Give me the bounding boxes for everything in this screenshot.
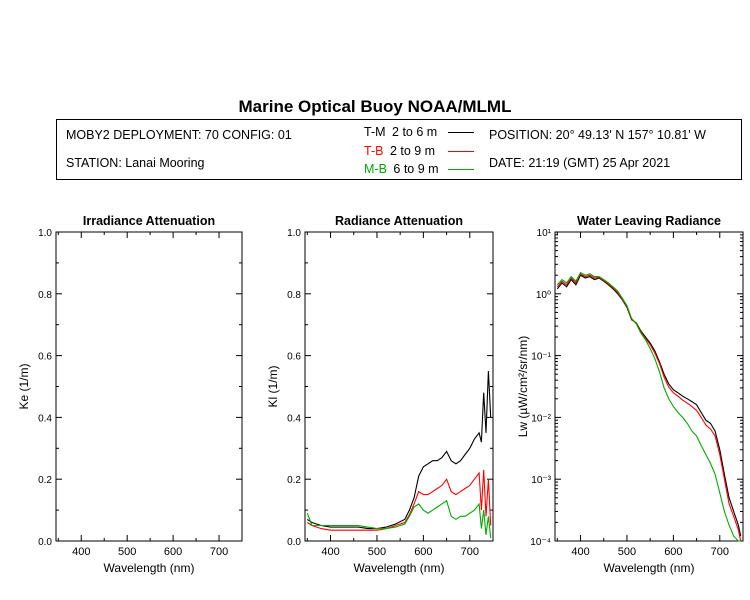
x-tick-label: 500 (118, 546, 136, 558)
y-tick-label: 0.6 (287, 352, 301, 363)
chart-title: Irradiance Attenuation (83, 214, 215, 228)
y-tick-label: 0.8 (38, 290, 52, 301)
series-line-t-m (556, 274, 742, 537)
y-axis-label: Lw (µW/cm²/sr/nm) (516, 336, 530, 438)
x-tick-label: 700 (461, 546, 479, 558)
y-tick-label: 10⁻¹ (531, 352, 551, 363)
series-line-t-m (306, 370, 492, 530)
x-tick-label: 600 (664, 546, 682, 558)
y-tick-label: 0.0 (38, 537, 52, 548)
legend-line-t-b (448, 151, 474, 152)
y-tick-label: 0.0 (287, 537, 301, 548)
legend-range: 6 to 9 m (393, 162, 439, 176)
legend-code: M-B (364, 162, 387, 176)
legend-line-m-b (448, 169, 474, 170)
legend-range: 2 to 6 m (392, 125, 438, 139)
legend-entry-m-b: M-B 6 to 9 m (364, 162, 439, 176)
x-tick-label: 600 (414, 546, 432, 558)
series-line-m-b (306, 499, 492, 538)
x-tick-label: 400 (571, 546, 589, 558)
station-text: STATION: Lanai Mooring (66, 156, 205, 170)
y-tick-label: 0.4 (38, 413, 52, 424)
x-tick-label: 400 (72, 546, 90, 558)
x-tick-label: 500 (368, 546, 386, 558)
y-tick-label: 10⁻² (531, 413, 551, 424)
y-tick-label: 0.2 (287, 475, 301, 486)
x-axis-label: Wavelength (nm) (104, 561, 195, 575)
series-line-t-b (556, 273, 742, 542)
series-line-t-b (307, 469, 492, 531)
plot-frame (304, 231, 494, 542)
legend-entry-t-m: T-M 2 to 6 m (364, 125, 437, 139)
x-axis-label: Wavelength (nm) (354, 561, 445, 575)
legend-range: 2 to 9 m (389, 144, 436, 158)
y-tick-label: 0.4 (287, 413, 301, 424)
chart-title: Radiance Attenuation (335, 214, 463, 228)
info-box: MOBY2 DEPLOYMENT: 70 CONFIG: 01 STATION:… (56, 119, 742, 180)
legend-code: T-M (364, 125, 386, 139)
deployment-text: MOBY2 DEPLOYMENT: 70 CONFIG: 01 (66, 128, 292, 142)
legend-code: T-B (364, 144, 384, 158)
y-tick-label: 0.6 (38, 352, 52, 363)
x-tick-label: 700 (210, 546, 228, 558)
series-line-m-b (556, 271, 741, 542)
y-tick-label: 10¹ (537, 228, 552, 239)
y-tick-label: 10⁻³ (531, 475, 551, 486)
y-tick-label: 1.0 (287, 228, 301, 239)
x-tick-label: 500 (618, 546, 636, 558)
y-tick-label: 10⁻⁴ (530, 537, 551, 548)
y-tick-label: 1.0 (38, 228, 52, 239)
x-tick-label: 400 (321, 546, 339, 558)
y-axis-label: Ke (1/m) (17, 363, 31, 409)
legend-entry-t-b: T-B 2 to 9 m (364, 144, 435, 158)
x-axis-label: Wavelength (nm) (604, 561, 695, 575)
x-tick-label: 700 (711, 546, 729, 558)
plot-frame (554, 231, 744, 542)
y-axis-label: Kl (1/m) (266, 365, 280, 407)
legend-line-t-m (448, 132, 474, 133)
y-tick-label: 0.8 (287, 290, 301, 301)
position-text: POSITION: 20° 49.13' N 157° 10.81' W (489, 128, 706, 142)
y-tick-label: 10⁰ (536, 290, 551, 301)
plot-frame (55, 231, 243, 542)
page-title: Marine Optical Buoy NOAA/MLML (238, 97, 512, 116)
chart-title: Water Leaving Radiance (577, 214, 721, 228)
y-tick-label: 0.2 (38, 475, 52, 486)
x-tick-label: 600 (164, 546, 182, 558)
date-text: DATE: 21:19 (GMT) 25 Apr 2021 (489, 156, 671, 170)
